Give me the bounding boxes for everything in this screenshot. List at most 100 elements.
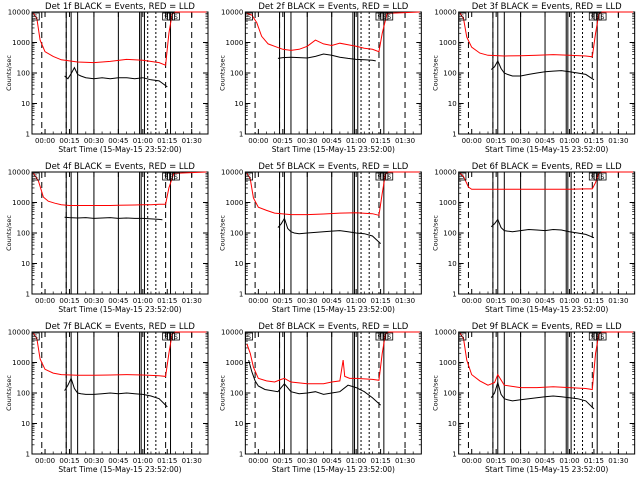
chart-8-marker-label-3: S — [387, 334, 391, 341]
chart-2-plot-frame — [244, 11, 422, 135]
chart-3-xtick-label-0: 00:00 — [462, 137, 482, 145]
chart-7-marker-label-3: S — [174, 334, 178, 341]
chart-3-marker-label-2: S — [596, 14, 600, 21]
chart-1-ylabel: Counts/sec — [5, 55, 13, 91]
chart-5-marker-label-0: S — [247, 174, 251, 181]
chart-8-marker-label-1: S — [378, 334, 382, 341]
chart-7-marker-label-1: S — [164, 334, 168, 341]
chart-9-xlabel: Start Time (15-May-15 23:52:00) — [485, 465, 608, 474]
chart-6-xtick-label-5: 01:15 — [584, 297, 604, 305]
chart-4-marker-label-0: S — [34, 174, 38, 181]
chart-6-marker-label-1: S — [591, 174, 595, 181]
chart-7-xtick-label-2: 00:30 — [84, 457, 104, 465]
chart-8-ytick-label-2: 100 — [230, 390, 243, 398]
chart-7-events-series — [64, 377, 168, 408]
chart-4-marker-box-3 — [172, 172, 180, 181]
chart-7-ytick-label-0: 1 — [26, 451, 30, 459]
chart-7-ylabel: Counts/sec — [5, 375, 13, 411]
chart-7-marker-label-2: S — [169, 334, 173, 341]
chart-2-ytick-label-4: 10000 — [221, 9, 243, 17]
chart-2-marker-box-3 — [385, 12, 394, 21]
chart-9-xtick-label-4: 01:00 — [559, 457, 579, 465]
chart-9-marker-box-1 — [588, 332, 597, 341]
chart-6-ylabel: Counts/sec — [432, 215, 440, 251]
chart-7-ytick-label-1: 10 — [21, 420, 30, 428]
chart-7-marker-box-0 — [31, 332, 40, 341]
chart-5-lld-series — [246, 171, 420, 216]
chart-panel-1: Det 1f BLACK = Events, RED = LLD 1 10 100 10… — [5, 2, 209, 154]
chart-2-marker-label-0: S — [247, 14, 251, 21]
chart-9-marker-label-2: S — [596, 334, 600, 341]
chart-3-xtick-label-5: 01:15 — [584, 137, 604, 145]
chart-9-marker-label-0: S — [461, 334, 465, 341]
chart-1-xtick-label-4: 01:00 — [133, 137, 153, 145]
chart-3-marker-box-3 — [598, 12, 607, 21]
chart-9-lld-series — [459, 331, 634, 391]
chart-4-marker-box-1 — [162, 172, 171, 181]
chart-8-xtick-label-1: 00:15 — [273, 457, 293, 465]
chart-5-title: Det 5f BLACK = Events, RED = LLD — [258, 162, 408, 172]
chart-4-lld-series — [33, 171, 207, 206]
chart-6-title: Det 6f BLACK = Events, RED = LLD — [472, 162, 622, 172]
chart-4-ytick-label-2: 100 — [17, 230, 30, 238]
chart-5-ytick-label-4: 10000 — [221, 169, 243, 177]
chart-2-xtick-label-6: 01:30 — [395, 137, 415, 145]
chart-5-xtick-label-6: 01:30 — [395, 297, 415, 305]
chart-8-xtick-label-3: 00:45 — [322, 457, 342, 465]
chart-1-marker-box-3 — [172, 12, 180, 21]
chart-3-lld-series — [459, 11, 634, 58]
chart-8-marker-box-2 — [380, 332, 389, 341]
chart-9-plot-frame — [458, 331, 636, 455]
chart-6-marker-label-3: S — [601, 174, 605, 181]
chart-6-xtick-label-2: 00:30 — [510, 297, 530, 305]
chart-panel-3: Det 3f BLACK = Events, RED = LLD 1 10 100 10… — [432, 2, 636, 154]
chart-3-marker-label-3: S — [601, 14, 605, 21]
chart-1-xtick-label-3: 00:45 — [108, 137, 128, 145]
chart-8-ytick-label-4: 10000 — [221, 329, 243, 337]
chart-2-xtick-label-3: 00:45 — [322, 137, 342, 145]
chart-9-marker-box-3 — [598, 332, 607, 341]
chart-3-events-series — [490, 59, 595, 81]
chart-2-xtick-label-1: 00:15 — [273, 137, 293, 145]
chart-1-ytick-label-3: 1000 — [12, 39, 30, 47]
chart-7-xtick-label-5: 01:15 — [157, 457, 177, 465]
chart-3-xtick-label-6: 01:30 — [608, 137, 628, 145]
chart-5-ylabel: Counts/sec — [218, 215, 226, 251]
chart-4-xtick-label-1: 00:15 — [59, 297, 79, 305]
chart-2-title: Det 2f BLACK = Events, RED = LLD — [258, 2, 408, 12]
chart-5-xtick-label-0: 00:00 — [248, 297, 268, 305]
chart-2-xlabel: Start Time (15-May-15 23:52:00) — [272, 145, 395, 154]
chart-1-marker-box-2 — [167, 12, 175, 21]
chart-7-xtick-label-4: 01:00 — [133, 457, 153, 465]
chart-5-marker-label-3: S — [387, 174, 391, 181]
chart-5-marker-box-1 — [375, 172, 384, 181]
chart-7-title: Det 7f BLACK = Events, RED = LLD — [45, 322, 195, 332]
chart-2-ytick-label-2: 100 — [230, 70, 243, 78]
chart-2-ytick-label-1: 10 — [234, 100, 243, 108]
chart-7-marker-box-3 — [172, 332, 180, 341]
chart-3-ylabel: Counts/sec — [432, 55, 440, 91]
chart-2-events-series — [277, 53, 376, 62]
chart-7-lld-series — [33, 331, 207, 377]
chart-2-marker-box-2 — [380, 12, 389, 21]
chart-5-xtick-label-1: 00:15 — [273, 297, 293, 305]
chart-6-lld-series — [459, 171, 634, 190]
chart-9-ytick-label-1: 10 — [448, 420, 457, 428]
chart-4-xtick-label-6: 01:30 — [182, 297, 202, 305]
chart-8-xtick-label-5: 01:15 — [370, 457, 390, 465]
chart-6-marker-box-1 — [588, 172, 597, 181]
chart-3-ytick-label-1: 10 — [448, 100, 457, 108]
chart-5-xtick-label-3: 00:45 — [322, 297, 342, 305]
chart-9-ytick-label-0: 1 — [452, 451, 456, 459]
chart-9-marker-label-3: S — [601, 334, 605, 341]
chart-9-marker-label-1: S — [591, 334, 595, 341]
chart-8-marker-box-3 — [385, 332, 394, 341]
chart-4-ytick-label-3: 1000 — [12, 199, 30, 207]
chart-3-title: Det 3f BLACK = Events, RED = LLD — [472, 2, 622, 12]
chart-6-marker-box-2 — [593, 172, 602, 181]
chart-1-xtick-label-0: 00:00 — [35, 137, 55, 145]
chart-8-marker-box-0 — [245, 332, 253, 341]
chart-5-marker-label-2: S — [382, 174, 386, 181]
chart-7-xlabel: Start Time (15-May-15 23:52:00) — [58, 465, 181, 474]
